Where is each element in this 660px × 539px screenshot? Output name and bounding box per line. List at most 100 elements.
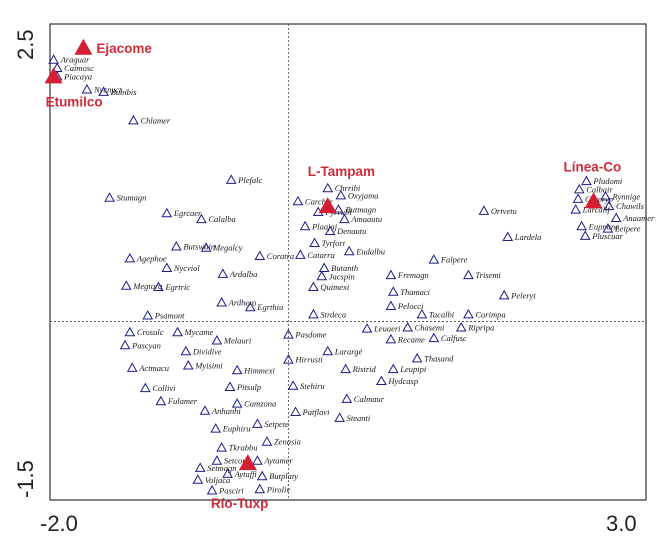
species-label: Setmagn (207, 463, 236, 473)
species-label: Pitsulp (236, 382, 261, 392)
species-marker (252, 418, 263, 428)
species-label: Pyrrubi (324, 207, 352, 217)
species-label: Leipere (614, 224, 641, 234)
site-marker (238, 454, 257, 471)
site-marker (584, 192, 603, 209)
species-marker (322, 345, 334, 356)
species-marker (172, 326, 183, 337)
species-label: Catarra (307, 250, 334, 260)
species-marker (343, 245, 355, 256)
species-label: Thasand (424, 353, 454, 363)
species-label: Quimexi (320, 282, 349, 292)
species-label: Calmaur (354, 394, 385, 404)
species-marker (335, 189, 347, 200)
species-marker (81, 83, 93, 94)
species-marker (603, 200, 615, 211)
species-label: Fremagn (397, 270, 429, 280)
species-label: Stehiru (300, 381, 325, 391)
site-label: Línea-Co (564, 159, 622, 174)
x-tick-max: 3.0 (606, 511, 637, 536)
species-marker (140, 382, 151, 393)
species-marker (231, 398, 243, 408)
species-marker (261, 436, 273, 446)
species-label: Anaamer (622, 213, 655, 223)
species-label: Dividive (192, 346, 222, 356)
species-marker (128, 114, 139, 125)
site-label: L-Tampam (308, 164, 375, 179)
species-label: Chlamer (140, 115, 170, 125)
species-label: Larcalif (582, 205, 612, 215)
species-marker (570, 204, 582, 214)
species-marker (283, 329, 294, 339)
species-label: Melauri (223, 336, 252, 346)
species-label: Ardalba (229, 269, 258, 279)
species-label: Egrcaer (173, 208, 202, 218)
species-label: Falpere (440, 255, 468, 265)
species-marker (333, 204, 344, 214)
species-marker (600, 191, 611, 201)
species-label: Plaajaj (311, 221, 338, 231)
species-marker (124, 326, 136, 337)
species-label: Setpete (264, 419, 289, 429)
species-label: Psamont (154, 311, 185, 321)
species-marker (98, 86, 109, 96)
species-marker (182, 360, 194, 370)
species-marker (161, 262, 173, 272)
species-label: Egrtric (164, 282, 190, 292)
species-label: Thamaci (400, 287, 430, 297)
species-marker (361, 323, 373, 333)
species-marker (428, 332, 440, 343)
species-marker (463, 269, 474, 280)
species-marker (222, 468, 233, 478)
species-label: Leuaeri (373, 324, 401, 334)
species-marker (581, 175, 592, 186)
species-label: Pascyan (131, 340, 161, 350)
species-marker (194, 462, 206, 472)
species-marker (341, 393, 353, 403)
species-marker (287, 380, 299, 390)
species-marker (124, 252, 136, 263)
species-label: Caimosc (64, 63, 94, 73)
species-label: Eupnana (588, 221, 620, 231)
species-marker (120, 280, 132, 290)
species-label: Nycviol (173, 263, 201, 273)
species-marker (376, 375, 387, 385)
species-label: Hirrusti (294, 355, 323, 365)
species-label: Patflavi (302, 407, 331, 417)
species-marker (180, 345, 192, 356)
species-label: Leupipi (399, 364, 427, 374)
species-marker (200, 242, 212, 252)
species-marker (387, 363, 399, 374)
species-marker (155, 395, 167, 406)
species-marker (294, 249, 306, 259)
species-marker (309, 237, 320, 247)
species-label: Zenasia (274, 437, 301, 447)
species-marker (196, 213, 207, 224)
species-marker (385, 333, 397, 344)
species-marker (411, 352, 423, 363)
species-marker (334, 412, 346, 422)
species-marker (402, 321, 413, 332)
species-label: Myisimi (194, 361, 223, 371)
species-label: Agephoe (136, 253, 167, 263)
species-label: Tkrabbu (229, 443, 258, 453)
y-tick-max: 2.5 (13, 29, 38, 60)
species-label: Larargé (334, 346, 364, 356)
species-marker (225, 174, 237, 184)
species-label: Butplaty (269, 471, 298, 481)
species-label: Denautu (336, 226, 366, 236)
species-marker (216, 442, 228, 452)
species-marker (252, 455, 263, 465)
species-label: Piroliv (266, 484, 291, 494)
species-marker (324, 225, 336, 236)
species-marker (126, 362, 138, 372)
species-label: Steanti (347, 413, 371, 423)
species-label: Strdeca (320, 309, 346, 319)
species-marker (308, 308, 319, 319)
species-marker (292, 195, 304, 206)
species-marker (244, 301, 256, 312)
species-marker (206, 484, 218, 495)
species-marker (216, 296, 228, 307)
